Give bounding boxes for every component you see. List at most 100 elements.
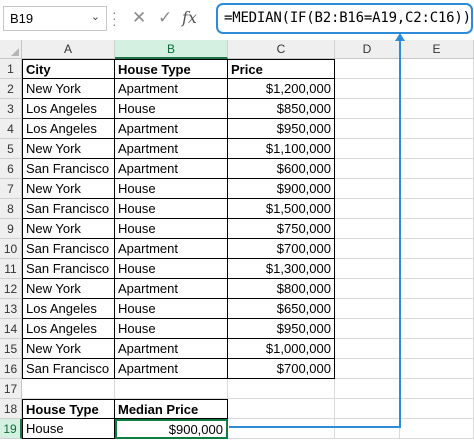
row-header-1[interactable]: 1 (0, 59, 22, 79)
table-cell[interactable]: New York (22, 79, 115, 99)
row-header-18[interactable]: 18 (0, 399, 22, 419)
table-cell[interactable]: Apartment (115, 159, 228, 179)
row-header-8[interactable]: 8 (0, 199, 22, 219)
median-price-cell[interactable]: $900,000 (115, 419, 228, 439)
empty-cell[interactable] (335, 119, 400, 139)
table-cell[interactable]: Los Angeles (22, 119, 115, 139)
column-header-c[interactable]: C (228, 40, 335, 59)
empty-cell[interactable] (400, 299, 474, 319)
empty-cell[interactable] (335, 199, 400, 219)
row-header-9[interactable]: 9 (0, 219, 22, 239)
empty-cell[interactable] (335, 299, 400, 319)
table-cell[interactable]: Apartment (115, 359, 228, 379)
table-cell[interactable]: New York (22, 139, 115, 159)
table-cell[interactable]: $850,000 (228, 99, 335, 119)
name-box[interactable]: B19 ⌄ (3, 6, 107, 31)
table-cell[interactable]: Apartment (115, 279, 228, 299)
table-cell[interactable]: Apartment (115, 119, 228, 139)
table-cell[interactable]: New York (22, 339, 115, 359)
select-all-button[interactable] (0, 40, 22, 59)
table-cell[interactable]: $950,000 (228, 119, 335, 139)
empty-cell[interactable] (400, 199, 474, 219)
empty-cell[interactable] (335, 259, 400, 279)
table-cell[interactable]: Apartment (115, 139, 228, 159)
empty-cell[interactable] (335, 99, 400, 119)
row-header-4[interactable]: 4 (0, 119, 22, 139)
chevron-down-icon[interactable]: ⌄ (90, 11, 100, 23)
empty-cell[interactable] (228, 379, 335, 399)
empty-cell[interactable] (335, 339, 400, 359)
table-cell[interactable]: $950,000 (228, 319, 335, 339)
table-cell[interactable]: New York (22, 179, 115, 199)
empty-cell[interactable] (400, 159, 474, 179)
table-cell[interactable]: House (115, 319, 228, 339)
empty-cell[interactable] (400, 139, 474, 159)
empty-cell[interactable] (400, 419, 474, 439)
empty-cell[interactable] (400, 119, 474, 139)
empty-cell[interactable] (335, 219, 400, 239)
empty-cell[interactable] (335, 179, 400, 199)
table-header-cell[interactable]: House Type (115, 59, 228, 79)
drag-handle-icon[interactable]: · · · (112, 4, 117, 32)
row-header-17[interactable]: 17 (0, 379, 22, 399)
table-cell[interactable]: San Francisco (22, 199, 115, 219)
empty-cell[interactable] (335, 139, 400, 159)
formula-input[interactable]: =MEDIAN(IF(B2:B16=A19,C2:C16)) (216, 3, 473, 34)
empty-cell[interactable] (400, 179, 474, 199)
table-cell[interactable]: Los Angeles (22, 299, 115, 319)
table-cell[interactable]: Los Angeles (22, 319, 115, 339)
empty-cell[interactable] (400, 99, 474, 119)
table-cell[interactable]: San Francisco (22, 159, 115, 179)
table-cell[interactable]: $800,000 (228, 279, 335, 299)
empty-cell[interactable] (400, 359, 474, 379)
table-cell[interactable]: $700,000 (228, 359, 335, 379)
insert-function-icon[interactable]: fx (182, 8, 197, 27)
table-cell[interactable]: New York (22, 219, 115, 239)
empty-cell[interactable] (335, 239, 400, 259)
table-cell[interactable]: House (115, 219, 228, 239)
table-cell[interactable]: $750,000 (228, 219, 335, 239)
column-header-e[interactable]: E (400, 40, 474, 59)
row-header-13[interactable]: 13 (0, 299, 22, 319)
row-header-14[interactable]: 14 (0, 319, 22, 339)
empty-cell[interactable] (400, 279, 474, 299)
column-header-b[interactable]: B (115, 40, 228, 59)
row-header-12[interactable]: 12 (0, 279, 22, 299)
row-header-6[interactable]: 6 (0, 159, 22, 179)
table-cell[interactable]: $1,200,000 (228, 79, 335, 99)
table-cell[interactable]: House (115, 179, 228, 199)
empty-cell[interactable] (400, 59, 474, 79)
column-header-d[interactable]: D (335, 40, 400, 59)
row-header-15[interactable]: 15 (0, 339, 22, 359)
table-header-cell[interactable]: City (22, 59, 115, 79)
row-header-2[interactable]: 2 (0, 79, 22, 99)
empty-cell[interactable] (335, 279, 400, 299)
empty-cell[interactable] (400, 379, 474, 399)
summary-header-cell[interactable]: House Type (22, 399, 115, 419)
table-cell[interactable]: Apartment (115, 339, 228, 359)
empty-cell[interactable] (335, 359, 400, 379)
empty-cell[interactable] (400, 259, 474, 279)
empty-cell[interactable] (400, 319, 474, 339)
table-cell[interactable]: $900,000 (228, 179, 335, 199)
empty-cell[interactable] (335, 399, 400, 419)
empty-cell[interactable] (335, 419, 400, 439)
row-header-3[interactable]: 3 (0, 99, 22, 119)
table-cell[interactable]: House (115, 259, 228, 279)
enter-icon[interactable]: ✓ (158, 8, 173, 27)
table-cell[interactable]: Apartment (115, 79, 228, 99)
table-cell[interactable]: $1,500,000 (228, 199, 335, 219)
row-header-5[interactable]: 5 (0, 139, 22, 159)
summary-house-type-cell[interactable]: House (22, 419, 115, 439)
row-header-10[interactable]: 10 (0, 239, 22, 259)
table-cell[interactable]: San Francisco (22, 239, 115, 259)
empty-cell[interactable] (400, 399, 474, 419)
table-header-cell[interactable]: Price (228, 59, 335, 79)
summary-header-cell[interactable]: Median Price (115, 399, 228, 419)
table-cell[interactable]: House (115, 99, 228, 119)
table-cell[interactable]: San Francisco (22, 359, 115, 379)
empty-cell[interactable] (115, 379, 228, 399)
row-header-19[interactable]: 19 (0, 419, 22, 439)
column-header-a[interactable]: A (22, 40, 115, 59)
empty-cell[interactable] (228, 419, 335, 439)
